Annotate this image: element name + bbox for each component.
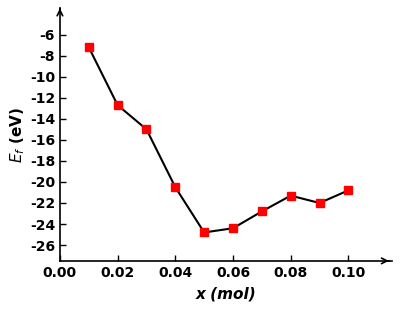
Y-axis label: $\mathit{E}_{f}$ (eV): $\mathit{E}_{f}$ (eV): [8, 107, 27, 162]
X-axis label: x (mol): x (mol): [196, 287, 256, 302]
